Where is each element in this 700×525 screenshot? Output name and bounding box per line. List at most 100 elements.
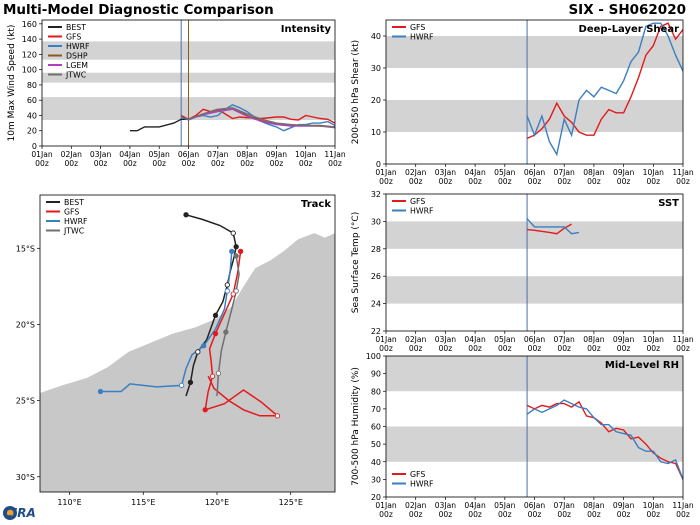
shear-legend-label-hwrf: HWRF	[410, 33, 434, 42]
rh-band-1	[386, 356, 683, 392]
intensity-xtick-label-day-6: 07Jan	[207, 150, 229, 159]
sst-title: SST	[658, 198, 679, 209]
intensity-ytick-label-7: 140	[22, 35, 37, 44]
sst-xtick-label-hour-1: 00z	[409, 344, 423, 353]
intensity-legend-label-hwrf: HWRF	[66, 42, 90, 51]
rh-band-0	[386, 426, 683, 462]
rh-ytick-label-3: 50	[371, 440, 381, 449]
shear-xtick-label-hour-9: 00z	[646, 177, 660, 186]
shear-xtick-label-hour-5: 00z	[528, 177, 542, 186]
shear-xtick-label-hour-8: 00z	[617, 177, 631, 186]
sst-xtick-label-hour-3: 00z	[468, 344, 482, 353]
rh-ylabel: 700-500 hPa Humidity (%)	[351, 367, 361, 486]
rh-ytick-label-7: 90	[371, 370, 381, 379]
shear-title: Deep-Layer Shear	[579, 24, 680, 35]
sst-xtick-label-hour-5: 00z	[528, 344, 542, 353]
intensity-panel: 01Jan00z02Jan00z03Jan00z04Jan00z05Jan00z…	[7, 19, 346, 168]
track-marker-best-6	[187, 379, 194, 385]
shear-band-0	[386, 100, 683, 132]
rh-xtick-label-day-7: 08Jan	[583, 501, 605, 510]
track-marker-hwrf-3	[178, 382, 185, 389]
intensity-legend-label-jtwc: JTWC	[65, 71, 87, 80]
shear-xtick-label-day-1: 02Jan	[405, 168, 427, 177]
shear-xtick-label-day-5: 06Jan	[524, 168, 546, 177]
track-marker-best-4	[212, 312, 219, 318]
rh-xtick-label-hour-3: 00z	[468, 510, 482, 519]
shear-ytick-label-1: 10	[371, 128, 381, 137]
rh-xtick-label-hour-2: 00z	[439, 510, 453, 519]
track-xtick-label-0: 110°E	[57, 498, 81, 507]
figure-title-right: SIX - SH062020	[568, 2, 686, 18]
sst-xtick-label-day-10: 11Jan	[672, 335, 694, 344]
shear-legend-label-gfs: GFS	[410, 23, 425, 32]
track-ytick-label-2: 25°S	[16, 397, 35, 406]
shear-xtick-label-day-10: 11Jan	[672, 168, 694, 177]
intensity-xtick-label-day-1: 02Jan	[61, 150, 83, 159]
shear-xtick-label-hour-3: 00z	[468, 177, 482, 186]
intensity-xtick-label-day-3: 04Jan	[119, 150, 141, 159]
rh-ytick-label-1: 30	[371, 475, 381, 484]
rh-series-hwrf-line	[526, 399, 683, 480]
shear-xtick-label-day-2: 03Jan	[435, 168, 457, 177]
intensity-title: Intensity	[281, 24, 332, 35]
intensity-xtick-label-hour-1: 00z	[64, 159, 78, 168]
track-marker-jtwc-2	[223, 329, 229, 335]
rh-xtick-label-day-0: 01Jan	[375, 501, 397, 510]
intensity-legend-label-best: BEST	[66, 23, 86, 32]
sst-xtick-label-day-2: 03Jan	[435, 335, 457, 344]
track-xtick-label-3: 125°E	[279, 498, 303, 507]
rh-ytick-label-4: 60	[371, 423, 381, 432]
sst-xtick-label-hour-2: 00z	[439, 344, 453, 353]
rh-xtick-label-hour-7: 00z	[587, 510, 601, 519]
rh-title: Mid-Level RH	[605, 360, 679, 371]
cira-logo-text: CIRA	[4, 506, 36, 520]
intensity-series-jtwc-line	[188, 107, 335, 128]
shear-band-1	[386, 36, 683, 68]
rh-xtick-label-hour-0: 00z	[379, 510, 393, 519]
shear-xtick-label-day-3: 04Jan	[464, 168, 486, 177]
shear-series-gfs-line	[526, 22, 683, 140]
sst-ytick-label-3: 28	[371, 245, 381, 254]
intensity-ytick-label-4: 80	[27, 81, 37, 90]
rh-xtick-label-day-6: 07Jan	[554, 501, 576, 510]
sst-ytick-label-5: 32	[371, 190, 381, 199]
intensity-ytick-label-2: 40	[27, 111, 37, 120]
shear-xtick-label-hour-0: 00z	[379, 177, 393, 186]
intensity-xtick-label-hour-2: 00z	[94, 159, 108, 168]
track-marker-best-2	[233, 244, 239, 250]
intensity-xtick-label-day-9: 10Jan	[295, 150, 317, 159]
track-series-best-line	[185, 214, 237, 397]
track-marker-jtwc-0	[233, 253, 239, 259]
rh-xtick-label-hour-9: 00z	[646, 510, 660, 519]
sst-xtick-label-hour-9: 00z	[646, 344, 660, 353]
track-legend-label-best: BEST	[64, 198, 84, 207]
rh-xtick-label-hour-6: 00z	[557, 510, 571, 519]
track-legend-label-jtwc: JTWC	[63, 227, 85, 236]
shear-ylabel: 200-850 hPa Shear (kt)	[351, 40, 361, 144]
intensity-legend-label-dshp: DSHP	[66, 52, 88, 61]
rh-legend-label-hwrf: HWRF	[410, 480, 434, 489]
sst-ytick-label-1: 24	[371, 300, 381, 309]
australia-landmass	[40, 233, 335, 492]
rh-xtick-label-day-3: 04Jan	[464, 501, 486, 510]
intensity-xtick-label-hour-8: 00z	[270, 159, 284, 168]
track-marker-gfs-1	[230, 291, 236, 297]
sst-xtick-label-day-1: 02Jan	[405, 335, 427, 344]
sst-legend-label-gfs: GFS	[410, 197, 425, 206]
track-series-jtwc-line	[216, 255, 240, 397]
intensity-xtick-label-hour-10: 00z	[328, 159, 342, 168]
sst-xtick-label-day-6: 07Jan	[554, 335, 576, 344]
track-marker-hwrf-4	[97, 388, 104, 395]
track-marker-best-5	[195, 349, 201, 355]
shear-xtick-label-day-8: 09Jan	[613, 168, 635, 177]
sst-xtick-label-day-8: 09Jan	[613, 335, 635, 344]
track-marker-best-1	[230, 230, 236, 236]
figure-title-left: Multi-Model Diagnostic Comparison	[3, 2, 274, 18]
track-frame	[39, 194, 336, 493]
shear-xtick-label-hour-10: 00z	[676, 177, 690, 186]
rh-ytick-label-2: 40	[371, 458, 381, 467]
rh-xtick-label-day-10: 11Jan	[672, 501, 694, 510]
sst-xtick-label-hour-8: 00z	[617, 344, 631, 353]
intensity-xtick-label-hour-4: 00z	[152, 159, 166, 168]
sst-ytick-label-2: 26	[371, 272, 381, 281]
